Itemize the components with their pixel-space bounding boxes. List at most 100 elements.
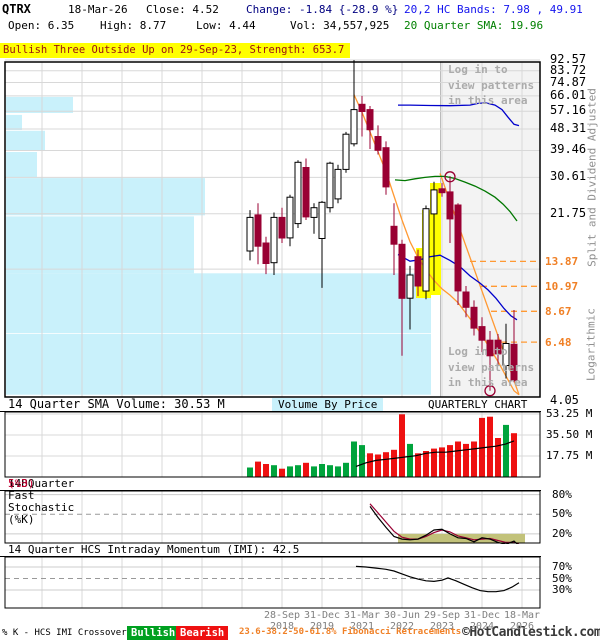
quote-change: Change: -1.84 {-28.9 %} <box>246 3 399 16</box>
candlestick <box>286 196 294 239</box>
sma-20q-line <box>394 175 518 222</box>
volume-by-price-bar <box>6 114 22 130</box>
volume-bar <box>503 424 509 477</box>
volume-pane-title: 14 Quarter SMA Volume: 30.53 M <box>8 397 225 411</box>
volume-by-price-bar <box>6 130 45 151</box>
volume-bar <box>263 464 269 477</box>
candlestick <box>358 103 366 113</box>
candlestick <box>438 188 446 194</box>
ticker-symbol: QTRX <box>2 2 31 16</box>
volume-bar <box>399 414 405 477</box>
pattern-highlight <box>430 183 441 295</box>
candlestick <box>510 343 518 381</box>
candlestick <box>302 167 310 218</box>
volume-bar <box>335 466 341 477</box>
candlestick <box>422 208 430 292</box>
candlestick <box>374 136 382 151</box>
candlestick <box>278 216 286 239</box>
volume-bar <box>255 461 261 477</box>
candlestick <box>350 109 358 145</box>
quote-low: Low: 4.44 <box>196 19 256 32</box>
hc-bands-value: 20,2 HC Bands: 7.98 , 49.91 <box>404 3 583 16</box>
volume-bar <box>391 449 397 477</box>
volume-by-price-bar <box>6 178 205 216</box>
volume-bar <box>271 465 277 477</box>
sma-value: 20 Quarter SMA: 19.96 <box>404 19 544 32</box>
volume-bar <box>415 453 421 477</box>
imi-title: 14 Quarter HCS Intraday Momentum (IMI): … <box>8 543 300 556</box>
candlestick <box>318 201 326 240</box>
site-credit-link[interactable]: ©HotCandlestick.com <box>462 625 600 640</box>
candlestick <box>310 207 318 218</box>
candlestick <box>446 191 454 220</box>
volume-bar <box>287 466 293 477</box>
bearish-badge[interactable]: Bearish <box>176 626 229 640</box>
volume-by-price-bar <box>6 334 431 395</box>
bullish-badge[interactable]: Bullish <box>127 626 180 640</box>
volume-pane-header: 14 Quarter SMA Volume: 30.53 M Volume By… <box>0 398 541 412</box>
volume-bar <box>511 433 517 477</box>
stochastic-k-value: 1.8 <box>8 477 28 490</box>
volume-bar <box>351 441 357 477</box>
volume-bar <box>455 441 461 477</box>
volume-bar <box>343 462 349 477</box>
volume-bar <box>359 445 365 477</box>
pattern-circle-marker <box>484 385 496 397</box>
stochastic-pane-header: 14 Quarter Fast Stochastic (%K) (%D): 1.… <box>0 477 541 526</box>
volume-bar <box>431 448 437 477</box>
volume-by-price-bar <box>6 152 37 178</box>
volume-bar <box>439 447 445 477</box>
stochastic-k-line <box>369 506 520 547</box>
candlestick <box>382 147 390 188</box>
quote-high: High: 8.77 <box>100 19 167 32</box>
volume-bar <box>383 452 389 477</box>
imi-pane-border <box>4 556 541 609</box>
stochastic-title-d: (%D) <box>8 477 35 490</box>
quote-open: Open: 6.35 <box>8 19 75 32</box>
stochastic-title-k: 14 Quarter Fast Stochastic (%K) <box>8 477 75 526</box>
pattern-circle-marker <box>444 171 456 183</box>
quarterly-chart-label: QUARTERLY CHART <box>428 398 528 411</box>
volume-bar <box>495 438 501 477</box>
candlestick <box>294 161 302 225</box>
candlestick <box>502 343 510 366</box>
volume-bar <box>327 465 333 477</box>
candlestick <box>478 326 486 341</box>
stochastic-title-colon: : <box>8 477 15 490</box>
volume-by-price-bar <box>6 216 194 274</box>
volume-by-price-label[interactable]: Volume By Price <box>272 398 384 411</box>
candlestick <box>366 109 374 131</box>
candlestick <box>406 274 414 299</box>
imi-line <box>355 565 520 593</box>
candlestick <box>494 339 502 355</box>
volume-bar <box>311 466 317 477</box>
volume-bar <box>303 462 309 477</box>
candlestick <box>486 339 494 357</box>
candlestick <box>254 214 262 247</box>
pattern-alert-banner[interactable]: Bullish Three Outside Up on 29-Sep-23, S… <box>0 43 350 58</box>
volume-bar <box>375 454 381 477</box>
candlestick <box>390 225 398 245</box>
candlestick <box>270 216 278 264</box>
stochastic-d-value: 5.3 <box>8 477 28 490</box>
login-notice-top[interactable]: Log in to view patterns in this area <box>448 63 535 107</box>
login-notice-bottom[interactable]: Log in to view patterns in this area <box>448 345 535 389</box>
candlestick <box>470 306 478 329</box>
hc-lower-band-line <box>397 253 518 321</box>
stochastic-pane-border <box>4 490 541 544</box>
candlestick <box>414 256 422 287</box>
candlestick <box>326 162 334 209</box>
volume-bar <box>407 443 413 477</box>
price-pane-border <box>4 61 541 398</box>
candlestick <box>398 243 406 299</box>
volume-bar <box>279 468 285 477</box>
volume-bar <box>295 465 301 477</box>
volume-by-price-bar <box>6 273 431 334</box>
quote-volume: Vol: 34,557,925 <box>290 19 390 32</box>
volume-bar <box>367 453 373 477</box>
candlestick <box>462 291 470 308</box>
volume-bar <box>319 464 325 477</box>
volume-bar <box>423 451 429 477</box>
